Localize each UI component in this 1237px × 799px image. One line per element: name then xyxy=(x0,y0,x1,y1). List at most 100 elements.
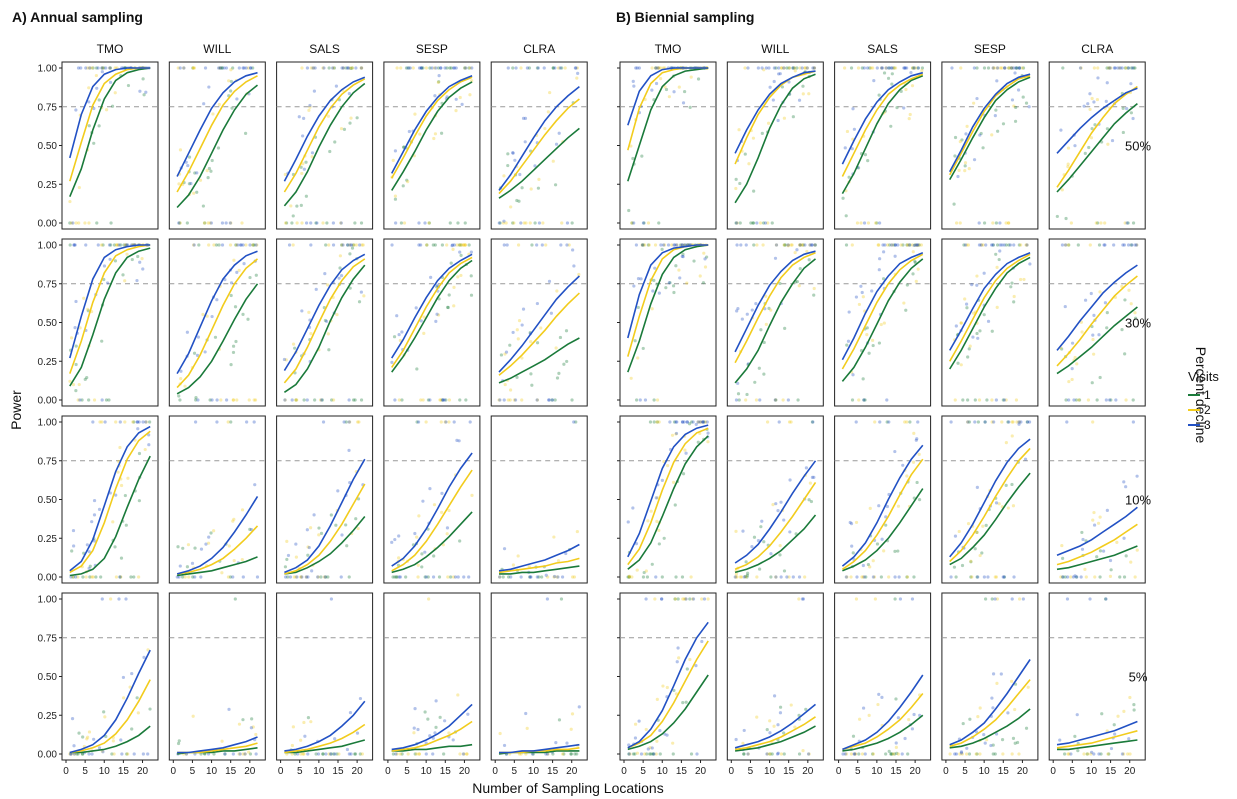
data-point xyxy=(185,330,189,334)
data-point xyxy=(959,321,963,325)
data-point xyxy=(1135,548,1139,552)
data-point xyxy=(114,575,119,579)
data-point xyxy=(735,221,739,225)
data-point xyxy=(962,243,966,247)
data-point xyxy=(805,66,809,70)
data-point xyxy=(241,66,245,70)
data-point xyxy=(792,66,796,70)
data-point xyxy=(417,66,422,70)
data-point xyxy=(845,129,850,134)
data-point xyxy=(957,168,961,172)
data-point xyxy=(698,420,702,424)
curve-visits-3 xyxy=(499,743,580,754)
data-point xyxy=(788,530,792,534)
data-point xyxy=(393,194,398,198)
data-point xyxy=(868,66,872,70)
data-point xyxy=(890,243,894,247)
data-point xyxy=(233,597,237,601)
data-point xyxy=(206,176,210,180)
data-point xyxy=(451,738,455,742)
data-point xyxy=(350,246,355,250)
data-point xyxy=(447,293,451,297)
x-tick-label: 5 xyxy=(190,766,196,777)
data-point xyxy=(629,376,633,380)
data-point xyxy=(506,163,510,168)
data-point xyxy=(254,273,258,277)
data-point xyxy=(1055,214,1059,219)
data-point xyxy=(202,221,207,225)
data-point xyxy=(208,398,212,402)
data-point xyxy=(644,727,648,732)
data-point xyxy=(71,383,76,387)
data-point xyxy=(1098,515,1102,519)
curve-visits-2 xyxy=(69,679,151,754)
data-point xyxy=(87,752,91,756)
data-point xyxy=(124,243,128,247)
data-point xyxy=(349,752,353,756)
data-point xyxy=(684,597,688,601)
data-point xyxy=(911,66,915,70)
data-point xyxy=(301,752,305,756)
data-point xyxy=(890,82,894,86)
data-point xyxy=(672,420,677,424)
data-point xyxy=(1095,555,1099,559)
data-point xyxy=(633,722,638,726)
data-point xyxy=(661,243,666,247)
data-point xyxy=(754,302,758,306)
data-point xyxy=(254,752,258,756)
data-point xyxy=(187,155,192,159)
data-point xyxy=(449,575,453,579)
curve-visits-3 xyxy=(283,76,366,182)
data-point xyxy=(321,752,325,756)
data-point xyxy=(660,478,664,482)
curve-visits-2 xyxy=(841,73,924,177)
data-point xyxy=(519,66,523,70)
data-point xyxy=(681,700,685,705)
data-point xyxy=(557,371,561,375)
data-point xyxy=(232,517,236,521)
panel-biennial-will-50pct xyxy=(726,61,824,230)
data-point xyxy=(762,340,766,345)
data-point xyxy=(533,221,537,225)
data-point xyxy=(982,66,987,70)
x-tick-label: 0 xyxy=(729,766,735,777)
data-point xyxy=(953,534,958,538)
data-point xyxy=(348,243,352,247)
data-point xyxy=(294,575,298,579)
data-point xyxy=(797,597,801,601)
data-point xyxy=(861,706,866,710)
data-point xyxy=(680,243,684,247)
data-point xyxy=(248,752,253,756)
data-point xyxy=(234,339,238,344)
data-point xyxy=(737,398,741,402)
data-point xyxy=(645,752,649,756)
data-point xyxy=(309,221,313,225)
panel-annual-sesp-10pct xyxy=(383,415,481,584)
data-point xyxy=(659,77,663,81)
data-point xyxy=(312,89,317,93)
data-point xyxy=(954,324,958,328)
data-point xyxy=(434,319,438,323)
data-point xyxy=(751,136,756,140)
data-point xyxy=(734,186,738,191)
data-point xyxy=(246,66,250,70)
data-point xyxy=(1004,398,1008,402)
data-point xyxy=(253,483,257,487)
data-point xyxy=(810,475,815,479)
data-point xyxy=(778,544,782,548)
data-point xyxy=(965,306,969,310)
x-tick-label: 0 xyxy=(836,766,842,777)
data-point xyxy=(1122,480,1126,484)
data-point xyxy=(307,545,311,550)
data-point xyxy=(443,66,447,70)
data-point xyxy=(408,66,412,70)
data-point xyxy=(968,717,972,721)
panel-frame xyxy=(1048,592,1146,761)
data-point xyxy=(1092,66,1096,70)
data-point xyxy=(135,696,139,700)
data-point xyxy=(351,398,356,402)
data-point xyxy=(132,752,136,756)
data-point xyxy=(463,243,468,247)
data-point xyxy=(337,752,341,756)
data-point xyxy=(397,333,401,337)
